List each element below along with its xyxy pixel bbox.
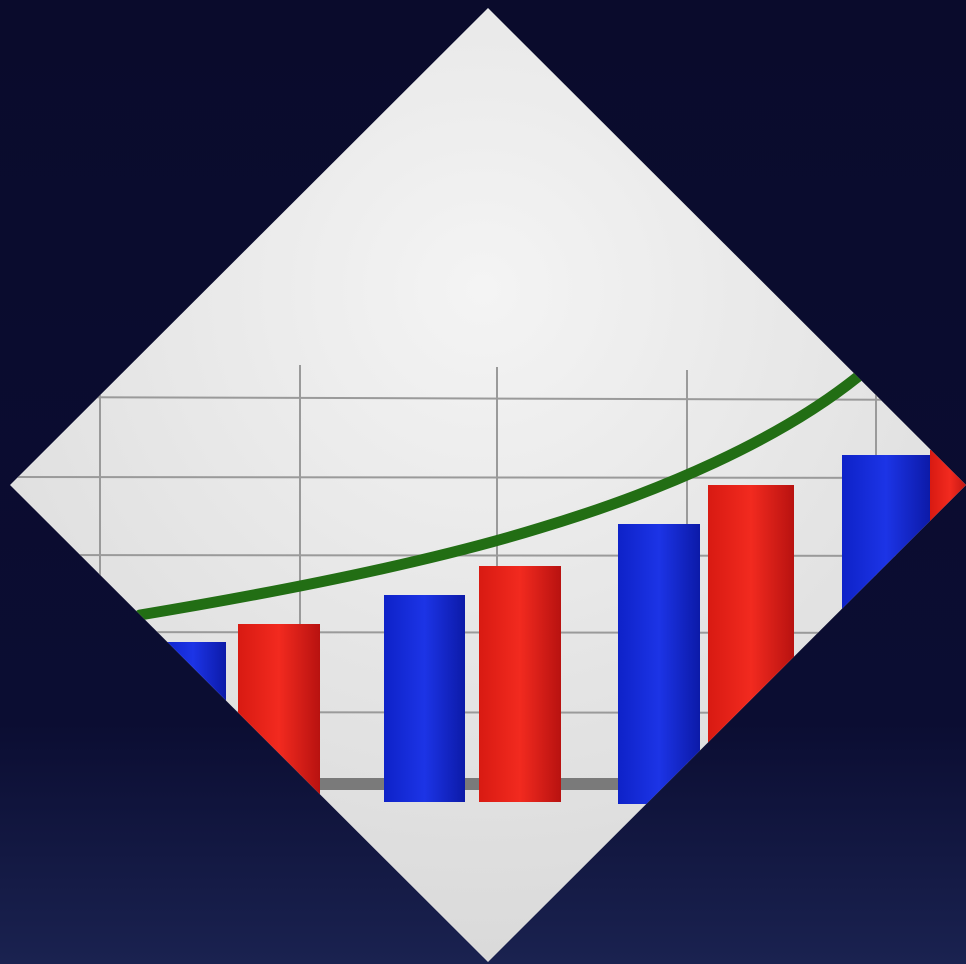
bar: [479, 566, 561, 802]
bar: [618, 524, 700, 804]
bar: [384, 595, 465, 802]
trend-line: [134, 369, 866, 621]
